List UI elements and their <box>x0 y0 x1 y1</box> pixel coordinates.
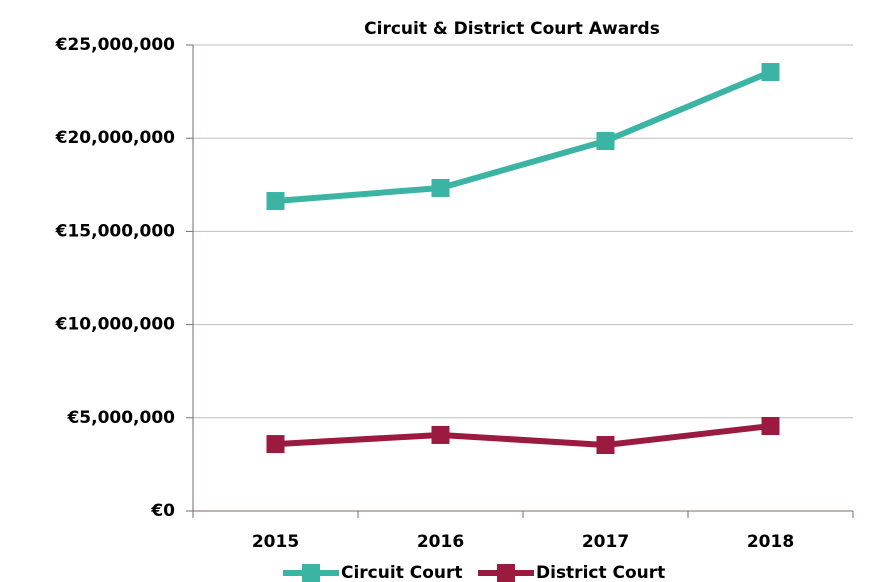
point-marker <box>596 436 615 455</box>
x-tick-label: 2017 <box>582 532 629 552</box>
point-marker <box>431 425 450 444</box>
x-tick-label: 2015 <box>252 532 299 552</box>
legend-label: Circuit Court <box>341 563 463 582</box>
y-tick-label: €15,000,000 <box>55 221 176 241</box>
point-marker <box>596 131 615 150</box>
legend-marker <box>302 564 320 582</box>
point-marker <box>761 63 780 82</box>
y-tick-label: €20,000,000 <box>55 128 176 148</box>
x-tick-label: 2018 <box>747 532 794 552</box>
y-tick-label: €25,000,000 <box>55 35 176 55</box>
x-tick-label: 2016 <box>417 532 464 552</box>
legend-marker <box>497 564 515 582</box>
point-marker <box>431 178 450 197</box>
legend-label: District Court <box>536 563 665 582</box>
point-marker <box>761 417 780 436</box>
series-line <box>275 423 771 449</box>
chart-title: Circuit & District Court Awards <box>364 19 660 39</box>
y-tick-label: €0 <box>150 501 175 521</box>
y-tick-label: €5,000,000 <box>66 408 175 428</box>
series-line <box>275 69 772 205</box>
y-tick-label: €10,000,000 <box>55 315 176 335</box>
point-marker <box>266 192 285 211</box>
point-marker <box>266 435 285 454</box>
